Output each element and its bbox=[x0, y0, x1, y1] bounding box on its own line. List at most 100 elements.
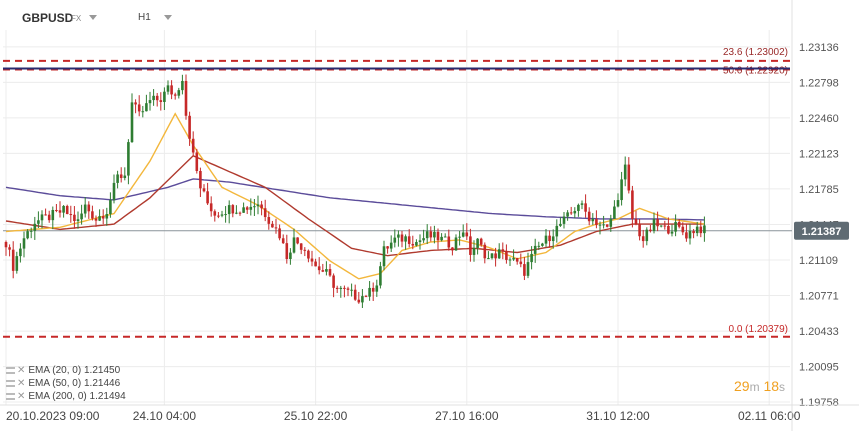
timer-seconds: 18 bbox=[763, 378, 780, 394]
candle-body bbox=[202, 188, 206, 192]
candle-body bbox=[69, 214, 73, 216]
candle-body bbox=[332, 275, 335, 288]
candle-body bbox=[371, 287, 375, 292]
candle-countdown-timer: 29m 18s bbox=[734, 378, 785, 394]
candle-body bbox=[292, 237, 296, 253]
candle-body bbox=[580, 203, 584, 205]
candle-body bbox=[101, 216, 105, 219]
candle-body bbox=[76, 219, 80, 221]
candle-body bbox=[415, 242, 418, 246]
candle-body bbox=[260, 204, 263, 209]
candle-body bbox=[638, 224, 641, 237]
legend-label: EMA (20, 0) bbox=[28, 365, 82, 376]
candle-body bbox=[605, 224, 609, 227]
candle-body bbox=[573, 210, 577, 214]
timeframe-label[interactable]: H1 bbox=[138, 12, 151, 23]
y-tick-label: 1.19758 bbox=[799, 397, 839, 409]
candle-body bbox=[699, 226, 703, 234]
candle-body bbox=[537, 245, 541, 247]
close-icon[interactable]: ✕ bbox=[17, 391, 26, 402]
candle-body bbox=[220, 214, 224, 216]
candle-body bbox=[515, 258, 519, 262]
candle-body bbox=[411, 243, 415, 246]
candle-body bbox=[497, 249, 501, 259]
candle-body bbox=[51, 209, 55, 221]
candle-body bbox=[674, 221, 677, 232]
candle-body bbox=[577, 204, 580, 211]
x-tick-label: 25.10 22:00 bbox=[284, 409, 348, 423]
candle-body bbox=[343, 287, 346, 289]
candle-body bbox=[623, 164, 627, 180]
candle-body bbox=[346, 288, 350, 290]
candle-body bbox=[80, 213, 83, 220]
candle-body bbox=[105, 214, 109, 219]
candle-body bbox=[533, 245, 537, 254]
candle-body bbox=[134, 102, 137, 105]
candle-body bbox=[389, 242, 393, 249]
y-tick-label: 1.22798 bbox=[799, 77, 839, 89]
candle-body bbox=[325, 269, 328, 272]
candle-body bbox=[191, 138, 195, 153]
candle-body bbox=[112, 182, 116, 201]
candle-body bbox=[634, 218, 638, 225]
drag-handle-icon[interactable] bbox=[6, 379, 15, 387]
candle-body bbox=[591, 219, 595, 222]
candle-body bbox=[303, 249, 307, 251]
candle-body bbox=[242, 207, 245, 213]
timeframe-chevron-down-icon[interactable] bbox=[164, 15, 172, 20]
indicator-legend: ✕ EMA (20, 0) 1.21450 ✕ EMA (50, 0) 1.2144… bbox=[6, 364, 126, 403]
candle-body bbox=[440, 236, 443, 241]
candle-body bbox=[436, 231, 440, 241]
candle-body bbox=[555, 225, 559, 237]
candle-body bbox=[83, 204, 87, 214]
candle-body bbox=[476, 238, 479, 248]
candle-body bbox=[271, 223, 274, 228]
legend-row-ema20[interactable]: ✕ EMA (20, 0) 1.21450 bbox=[6, 364, 126, 377]
legend-row-ema50[interactable]: ✕ EMA (50, 0) 1.21446 bbox=[6, 377, 126, 390]
candle-body bbox=[404, 236, 407, 242]
candle-body bbox=[285, 243, 289, 259]
candle-body bbox=[548, 235, 551, 242]
candle-body bbox=[235, 212, 238, 214]
candle-body bbox=[22, 238, 26, 249]
candle-body bbox=[11, 249, 15, 271]
symbol-chevron-down-icon[interactable] bbox=[89, 15, 97, 20]
candle-body bbox=[130, 102, 134, 143]
candle-body bbox=[681, 226, 685, 233]
candle-body bbox=[472, 247, 476, 255]
candle-body bbox=[566, 212, 569, 217]
candle-body bbox=[37, 220, 40, 224]
candle-body bbox=[29, 230, 33, 232]
candle-body bbox=[551, 236, 555, 242]
candle-body bbox=[145, 103, 148, 112]
candle-body bbox=[116, 174, 119, 183]
candle-body bbox=[281, 238, 285, 244]
chart-toolbar: GBPUSD FX H1 bbox=[0, 0, 300, 30]
fib-level-label: 23.6 (1.23002) bbox=[723, 47, 788, 58]
candle-body bbox=[649, 229, 652, 232]
timer-minutes: 29 bbox=[734, 378, 750, 394]
y-tick-label: 1.20771 bbox=[799, 291, 839, 303]
candle-body bbox=[224, 214, 227, 216]
candle-body bbox=[501, 249, 505, 252]
drag-handle-icon[interactable] bbox=[6, 392, 15, 400]
candle-body bbox=[587, 211, 591, 222]
candle-body bbox=[479, 238, 483, 245]
drag-handle-icon[interactable] bbox=[6, 366, 15, 374]
candle-body bbox=[487, 258, 490, 260]
candle-body bbox=[127, 142, 130, 176]
candle-body bbox=[163, 91, 166, 102]
candle-body bbox=[364, 296, 368, 298]
candle-body bbox=[26, 231, 29, 239]
legend-row-ema200[interactable]: ✕ EMA (200, 0) 1.21494 bbox=[6, 390, 126, 403]
y-tick-label: 1.23136 bbox=[799, 42, 839, 54]
candle-body bbox=[663, 225, 667, 227]
close-icon[interactable]: ✕ bbox=[17, 378, 26, 389]
candle-body bbox=[33, 223, 37, 231]
candle-body bbox=[15, 256, 19, 271]
legend-value: 1.21450 bbox=[83, 365, 121, 376]
close-icon[interactable]: ✕ bbox=[17, 365, 26, 376]
symbol-label[interactable]: GBPUSD bbox=[22, 11, 74, 25]
